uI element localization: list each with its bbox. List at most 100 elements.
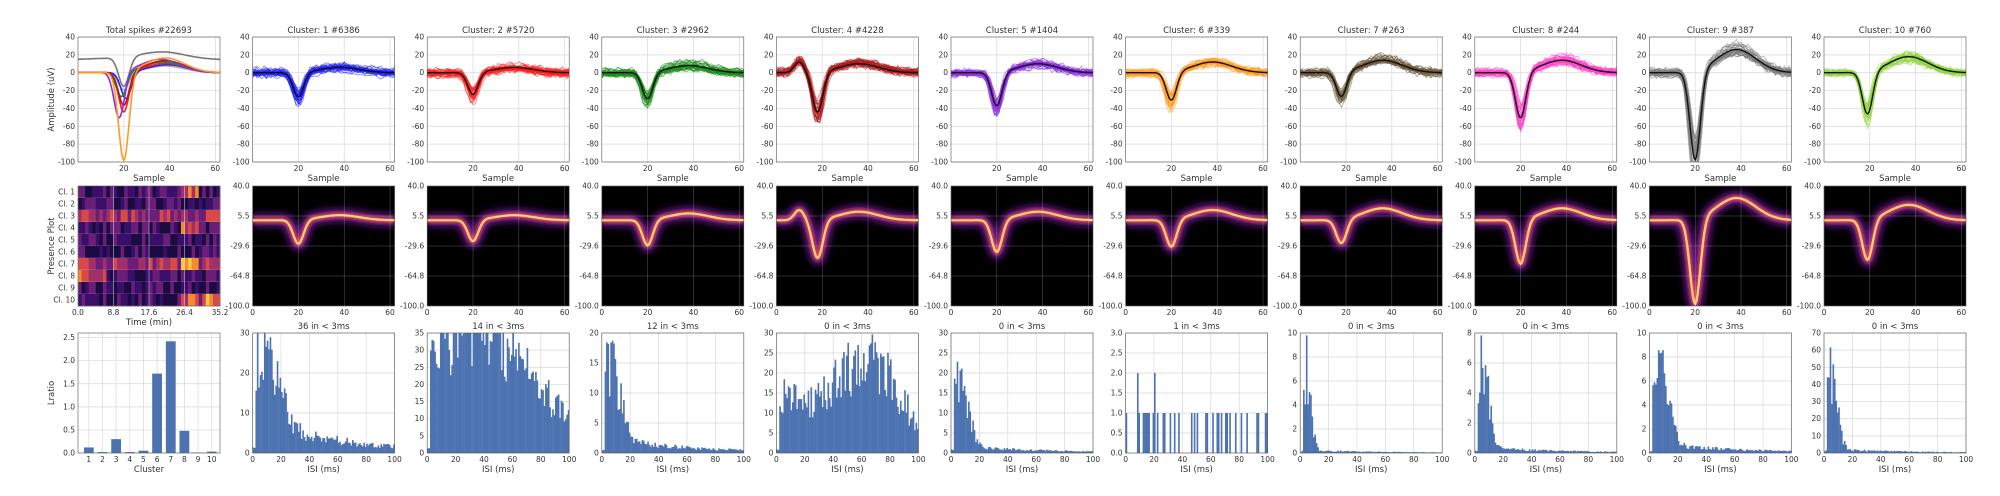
isi-bar	[1020, 450, 1023, 453]
isi-bar	[1710, 449, 1713, 453]
isi-bar	[1523, 449, 1525, 453]
y-tick-label: 40.0	[757, 182, 774, 191]
isi-bar	[1674, 425, 1677, 453]
waveform-traces	[601, 58, 744, 110]
y-tick-label: 5.5	[1634, 212, 1646, 221]
isi-bar	[360, 445, 363, 453]
waveform-traces	[427, 61, 570, 106]
isi-bar	[1848, 449, 1850, 453]
isi-bar	[614, 359, 617, 453]
y-tick-label: -80	[1634, 140, 1646, 149]
presence-cell	[138, 234, 143, 247]
isi-bar	[1513, 448, 1515, 453]
isi-bar	[1474, 450, 1477, 453]
isi-bar	[1706, 449, 1708, 453]
presence-cell	[198, 186, 203, 199]
isi-bar	[1497, 445, 1500, 453]
x-tick-label: 20	[625, 455, 635, 464]
x-tick-label: 100	[911, 455, 926, 464]
panel-title: Cluster: 6 #339	[1163, 26, 1230, 36]
spike-trace	[252, 65, 395, 101]
isi-bar	[1375, 452, 1378, 453]
presence-cell	[195, 294, 200, 307]
isi-bar	[333, 440, 336, 453]
y-tick-label: 20	[415, 50, 425, 59]
y-tick-label: Cl. 4	[58, 224, 75, 233]
y-tick-label: Cl. 8	[58, 272, 75, 281]
presence-cell	[134, 210, 139, 223]
x-tick-label: 20	[800, 455, 810, 464]
x-tick-label: 60	[1904, 455, 1914, 464]
mean-waveform-line	[1125, 61, 1268, 102]
x-axis-label: Sample	[1006, 174, 1038, 184]
isi-bar	[430, 350, 432, 453]
presence-cell	[124, 210, 129, 223]
isi-bar	[1205, 413, 1207, 453]
presence-cell	[173, 198, 178, 211]
isi-bar	[1050, 450, 1053, 453]
presence-cell	[127, 282, 132, 295]
y-tick-label: 10	[764, 409, 774, 418]
y-tick-label: -20	[412, 86, 424, 95]
x-tick-label: 60	[909, 308, 919, 317]
presence-cell	[106, 270, 111, 283]
isi-bar	[965, 395, 967, 453]
isi-bar	[1392, 451, 1395, 453]
y-tick-label: -40	[1809, 104, 1821, 113]
y-tick-label: 0	[1467, 449, 1472, 458]
isi-bar	[1734, 449, 1737, 453]
isi-bar	[508, 347, 510, 453]
y-tick-label: 40	[1288, 33, 1298, 42]
isi-bar	[1520, 450, 1522, 453]
y-tick-label: -64.8	[1103, 272, 1123, 281]
density-band	[1300, 201, 1443, 251]
presence-cell	[170, 258, 175, 271]
presence-cell	[163, 282, 168, 295]
x-tick-label: 0	[1123, 455, 1128, 464]
isi-bar	[1240, 413, 1243, 453]
isi-bar	[780, 411, 783, 453]
isi-bar	[471, 366, 473, 453]
x-tick-label: 20	[119, 164, 129, 173]
isi-bar	[992, 449, 994, 453]
presence-cell	[202, 234, 207, 247]
isi-bar	[706, 449, 709, 453]
y-tick-label: 60	[1811, 346, 1821, 355]
presence-cell	[131, 198, 136, 211]
isi-bar	[1531, 449, 1534, 453]
presence-cell	[134, 198, 139, 211]
isi-bar	[1342, 451, 1345, 453]
isi-bar	[523, 370, 526, 453]
x-tick-label: 60	[682, 455, 692, 464]
presence-cell	[131, 246, 136, 259]
presence-cell	[95, 294, 100, 307]
y-tick-label: Cl. 2	[58, 200, 75, 209]
isi-bar	[1933, 452, 1935, 453]
isi-bar	[1687, 448, 1690, 453]
y-tick-label: 30	[764, 329, 774, 338]
presence-cell	[216, 186, 221, 199]
isi-bar	[468, 333, 470, 453]
isi-bar	[995, 447, 997, 453]
isi-bar	[1000, 449, 1003, 453]
y-tick-label: 0	[1816, 449, 1821, 458]
isi-bar	[692, 447, 695, 453]
presence-cell	[149, 258, 154, 271]
isi-bar	[1226, 413, 1229, 453]
isi-bar	[1016, 449, 1018, 453]
x-tick-label: 20	[451, 455, 461, 464]
isi-bar	[1774, 450, 1776, 453]
isi-bar	[809, 417, 811, 453]
presence-cell	[173, 294, 178, 307]
presence-cell	[152, 198, 157, 211]
presence-cell	[81, 222, 86, 235]
isi-bar	[536, 380, 539, 453]
isi-bar	[1027, 450, 1030, 453]
plot-frame	[1299, 185, 1443, 307]
isi-bar	[1365, 451, 1368, 453]
presence-cell	[109, 282, 114, 295]
isi-bar	[1560, 450, 1562, 453]
